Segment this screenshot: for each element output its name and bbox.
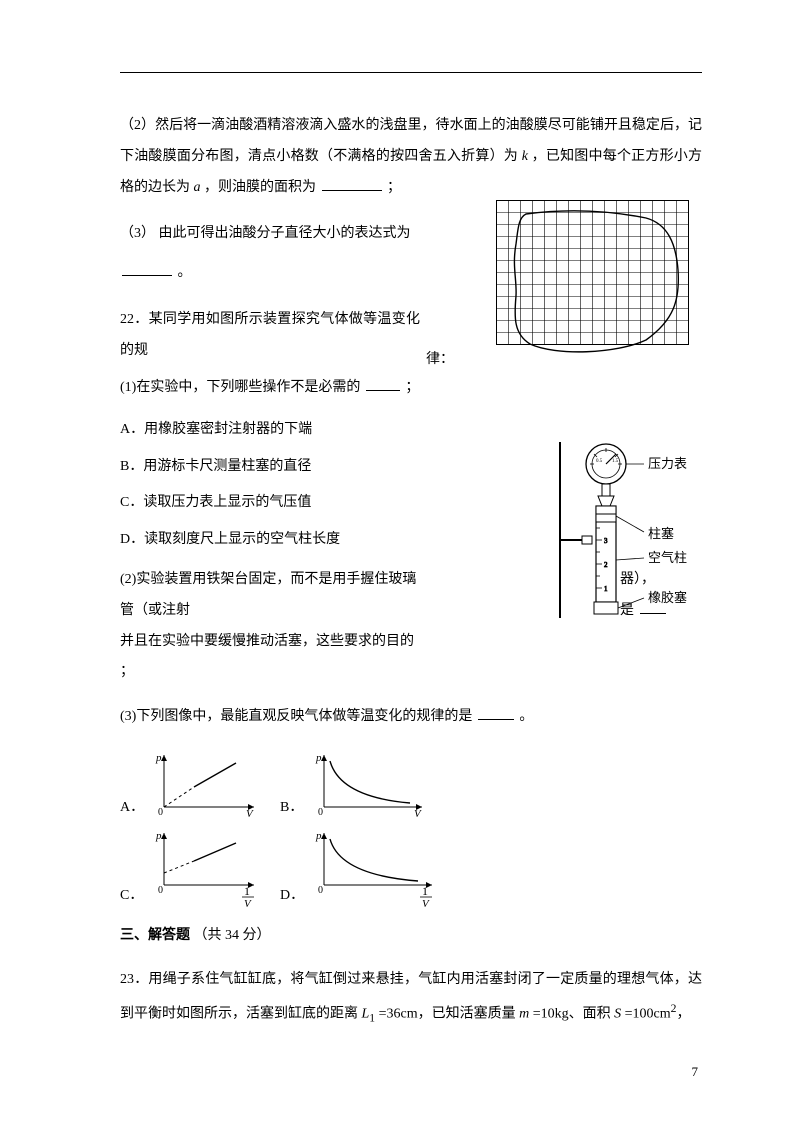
q23-m: m xyxy=(519,1007,529,1022)
q22-sub2-blank[interactable] xyxy=(640,613,666,614)
label-plug: 柱塞 xyxy=(648,526,674,541)
q22-sub1-text: (1)在实验中，下列哪些操作不是必需的 xyxy=(120,380,360,395)
svg-text:1.5: 1.5 xyxy=(612,459,619,464)
svg-text:3: 3 xyxy=(604,537,608,545)
q23-mval: =10kg、面积 xyxy=(533,1007,614,1022)
q22-sub3-tail: 。 xyxy=(519,709,533,724)
section-3-title-text: 三、解答题 xyxy=(120,928,190,943)
svg-text:p: p xyxy=(315,752,322,764)
q22-sub2-tail: ； xyxy=(120,664,134,679)
q2-var-k: k xyxy=(522,149,528,164)
q23-S: S xyxy=(614,1007,621,1022)
chart-D: p 0 1 V xyxy=(310,827,440,907)
svg-text:1: 1 xyxy=(244,884,250,898)
label-air: 空气柱 xyxy=(648,550,687,565)
q23-paragraph: 23．用绳子系住气缸缸底，将气缸倒过来悬挂，气缸内用活塞封闭了一定质量的理想气体… xyxy=(120,965,702,1031)
svg-text:0: 0 xyxy=(158,885,163,896)
q22-sub3: (3)下列图像中，最能直观反映气体做等温变化的规律的是 。 xyxy=(120,702,702,733)
chart-D-label: D． xyxy=(280,885,310,907)
svg-text:p: p xyxy=(155,752,162,764)
q22-sub2-row: (2)实验装置用铁架台固定，而不是用手握住玻璃管（或注射 并且在实验中要缓慢推动… xyxy=(120,565,702,688)
q3-label: （3） xyxy=(120,226,155,241)
q22-sub3-blank[interactable] xyxy=(478,719,514,720)
q23-Sval: =100cm xyxy=(625,1007,671,1022)
q22-sub2-l2: 并且在实验中要缓慢推动活塞，这些要求的目的 xyxy=(120,634,414,649)
q23-comma: ， xyxy=(676,1007,690,1022)
svg-text:0: 0 xyxy=(318,885,323,896)
svg-text:1: 1 xyxy=(422,884,428,898)
svg-text:V: V xyxy=(414,808,422,819)
q2-paragraph: （2）然后将一滴油酸酒精溶液滴入盛水的浅盘里，待水面上的油酸膜尽可能铺开且稳定后… xyxy=(120,111,702,203)
q22-sub2-r2: 是 xyxy=(620,603,634,618)
q2-var-a: a xyxy=(194,180,201,195)
svg-text:V: V xyxy=(246,808,254,819)
svg-text:0.5: 0.5 xyxy=(596,459,603,464)
q3-text-col: （3） 由此可得出油酸分子直径大小的表达式为 。 22．某同学用如图所示装置探究… xyxy=(120,219,420,372)
svg-text:p: p xyxy=(155,830,162,842)
q22-sub1-tail: ； xyxy=(405,380,419,395)
chart-C: p 0 1 V xyxy=(150,827,280,907)
q22-intro-right-col: 律： xyxy=(420,219,460,371)
chart-B: p 0 V xyxy=(310,749,440,819)
svg-text:V: V xyxy=(244,898,252,907)
q3-text: 由此可得出油酸分子直径大小的表达式为 xyxy=(159,226,411,241)
q3-blank[interactable] xyxy=(122,275,172,276)
q22-sub2-l1: (2)实验装置用铁架台固定，而不是用手握住玻璃管（或注射 xyxy=(120,572,416,618)
chart-B-label: B． xyxy=(280,797,310,819)
chart-A: p 0 V xyxy=(150,749,280,819)
charts-grid: A． p 0 V B． xyxy=(120,749,702,907)
q23-Lsub: 1 xyxy=(369,1012,375,1025)
q23-eq: =36cm，已知活塞质量 xyxy=(379,1007,520,1022)
page-number: 7 xyxy=(692,1062,699,1083)
label-gauge: 压力表 xyxy=(648,456,687,471)
section-3-title-tail: （共 34 分） xyxy=(194,928,271,943)
top-rule xyxy=(120,72,702,73)
q22-sub2-r1: 器）， xyxy=(620,572,655,587)
q3-tail: 。 xyxy=(178,265,192,280)
q22-intro: 22．某同学用如图所示装置探究气体做等温变化的规 xyxy=(120,312,420,358)
section-3-title: 三、解答题 （共 34 分） xyxy=(120,925,702,947)
q22-opt-A: A．用橡胶塞密封注射器的下端 xyxy=(120,419,702,441)
chart-A-label: A． xyxy=(120,797,150,819)
svg-text:0: 0 xyxy=(158,807,163,818)
q22-sub1-blank[interactable] xyxy=(366,390,400,391)
svg-text:p: p xyxy=(315,830,322,842)
chart-C-label: C． xyxy=(120,885,150,907)
svg-text:V: V xyxy=(422,898,430,907)
q2-blank[interactable] xyxy=(322,190,382,191)
q22-sub3-text: (3)下列图像中，最能直观反映气体做等温变化的规律的是 xyxy=(120,709,472,724)
q22-sub1: (1)在实验中，下列哪些操作不是必需的 ； xyxy=(120,373,702,404)
oil-film-grid-figure xyxy=(496,200,696,356)
svg-text:0: 0 xyxy=(318,807,323,818)
grid-svg xyxy=(496,200,696,356)
q2-text-suffix: ，则油膜的面积为 xyxy=(204,180,316,195)
q2-text-end: ； xyxy=(387,180,401,195)
document-page: （2）然后将一滴油酸酒精溶液滴入盛水的浅盘里，待水面上的油酸膜尽可能铺开且稳定后… xyxy=(0,0,794,1123)
q22-intro-right: 律： xyxy=(426,352,454,367)
